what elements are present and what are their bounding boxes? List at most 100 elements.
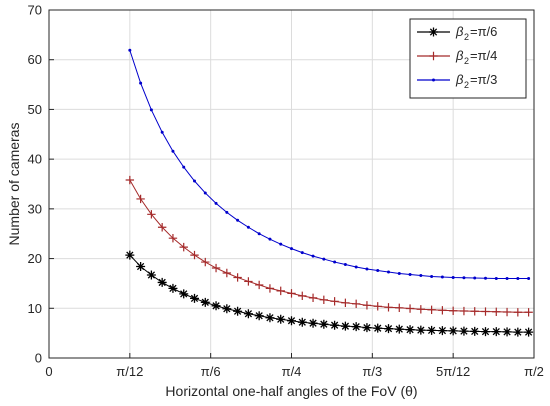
legend: β 2 =π/6β 2 =π/4β 2 =π/3 xyxy=(409,18,527,99)
data-point xyxy=(193,179,196,183)
data-point xyxy=(319,295,329,305)
data-point xyxy=(200,297,210,307)
data-point xyxy=(351,322,361,332)
legend-label: =π/4 xyxy=(470,48,497,63)
data-point xyxy=(459,306,469,316)
legend-beta-symbol: β xyxy=(455,48,464,63)
data-point xyxy=(416,325,426,335)
data-point xyxy=(222,304,232,314)
data-point xyxy=(505,276,509,280)
y-tick-label: 20 xyxy=(28,251,42,266)
legend-item: β 2 =π/4 xyxy=(417,48,497,66)
data-point xyxy=(136,194,145,204)
data-point xyxy=(502,307,512,317)
data-point xyxy=(408,272,412,276)
y-tick-label: 0 xyxy=(35,351,42,366)
data-point xyxy=(365,267,369,271)
data-point xyxy=(268,237,272,241)
data-point xyxy=(473,276,477,280)
data-point xyxy=(222,268,232,278)
data-point xyxy=(211,263,221,273)
series-2 xyxy=(125,175,533,317)
data-point xyxy=(290,247,293,251)
data-point xyxy=(340,321,350,331)
y-axis-label: Number of cameras xyxy=(6,123,22,246)
x-axis-label: Horizontal one-half angles of the FoV (θ… xyxy=(165,383,417,399)
data-point xyxy=(354,265,358,269)
data-point xyxy=(168,283,178,293)
data-point xyxy=(179,289,189,299)
data-point xyxy=(287,316,296,326)
data-point xyxy=(405,304,415,313)
y-tick-label: 70 xyxy=(28,3,42,18)
data-point xyxy=(308,318,318,328)
data-point xyxy=(387,270,390,274)
data-point xyxy=(351,299,361,309)
legend-swatch-marker xyxy=(429,27,438,37)
data-point xyxy=(190,250,199,260)
data-point xyxy=(524,308,533,317)
data-point xyxy=(394,324,404,334)
data-point xyxy=(440,275,444,279)
data-point xyxy=(214,201,218,205)
data-point xyxy=(149,108,153,112)
data-point xyxy=(236,218,240,222)
x-tick-label: π/3 xyxy=(362,364,382,379)
x-tick-label: 0 xyxy=(45,364,52,379)
data-point xyxy=(376,269,380,273)
data-point xyxy=(462,276,466,280)
series-1 xyxy=(125,250,534,337)
data-point xyxy=(182,165,186,169)
data-point xyxy=(125,250,135,260)
data-point xyxy=(373,323,383,333)
data-point xyxy=(287,289,296,298)
ticks: 0 π/12 π/6 π/4 π/3 5π/12 π/2 0 10 20 30 40 50 60 70 xyxy=(28,3,544,380)
legend-beta-symbol: β xyxy=(455,24,464,39)
data-point xyxy=(527,276,531,280)
series-lines xyxy=(125,48,534,337)
data-point xyxy=(448,326,458,336)
data-point xyxy=(171,149,175,153)
data-point xyxy=(311,254,315,258)
data-point xyxy=(201,257,210,267)
legend-label: =π/6 xyxy=(470,24,497,39)
data-point xyxy=(416,305,426,314)
data-point xyxy=(128,48,132,52)
data-point xyxy=(438,306,447,315)
data-point xyxy=(179,242,188,252)
data-point xyxy=(397,271,401,275)
data-point xyxy=(233,273,242,282)
data-point xyxy=(168,233,178,243)
data-point xyxy=(211,301,221,311)
x-tick-label: π/2 xyxy=(524,364,544,379)
data-point xyxy=(513,327,523,337)
data-point xyxy=(427,305,436,314)
legend-swatch-marker xyxy=(432,78,435,82)
data-point xyxy=(279,242,283,246)
data-point xyxy=(146,270,156,280)
data-point xyxy=(513,308,523,317)
data-point xyxy=(405,325,415,335)
legend-item: β 2 =π/6 xyxy=(417,24,497,42)
data-point xyxy=(470,326,480,336)
x-tick-label: π/6 xyxy=(201,364,221,379)
y-tick-label: 10 xyxy=(28,301,42,316)
data-point xyxy=(395,303,404,312)
data-point xyxy=(341,298,350,308)
data-point xyxy=(459,326,469,336)
data-point xyxy=(427,325,437,335)
data-point xyxy=(430,274,434,278)
legend-subscript: 2 xyxy=(464,56,469,66)
data-point xyxy=(190,293,199,303)
data-point xyxy=(243,309,253,319)
data-point xyxy=(330,297,339,306)
data-point xyxy=(254,311,264,321)
y-tick-label: 50 xyxy=(28,102,42,117)
data-point xyxy=(225,210,229,214)
data-point xyxy=(136,262,146,272)
data-point xyxy=(322,257,326,261)
legend-subscript: 2 xyxy=(464,32,469,42)
data-point xyxy=(362,323,372,333)
data-point xyxy=(298,291,307,301)
